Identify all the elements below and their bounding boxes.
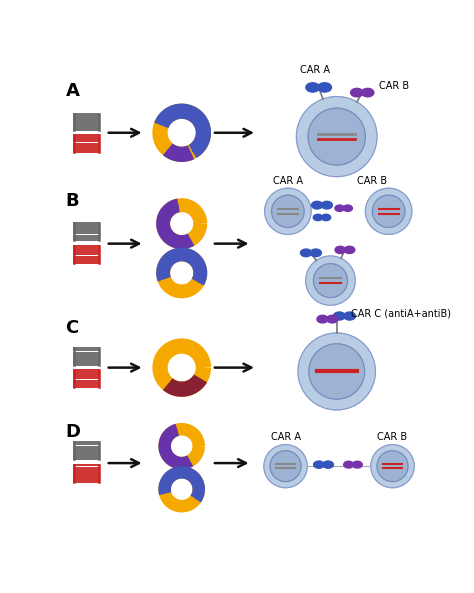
Circle shape	[270, 451, 301, 482]
Ellipse shape	[306, 83, 319, 92]
Ellipse shape	[333, 312, 345, 320]
Ellipse shape	[327, 315, 338, 323]
Text: CAR B: CAR B	[379, 81, 410, 91]
Ellipse shape	[318, 83, 331, 92]
Ellipse shape	[335, 205, 344, 211]
Ellipse shape	[321, 202, 332, 209]
Ellipse shape	[351, 88, 363, 97]
Circle shape	[371, 445, 414, 487]
Ellipse shape	[301, 249, 311, 257]
Ellipse shape	[344, 246, 355, 253]
Ellipse shape	[313, 214, 322, 221]
Ellipse shape	[362, 88, 374, 97]
Ellipse shape	[323, 461, 333, 468]
Ellipse shape	[311, 202, 323, 209]
Ellipse shape	[343, 205, 352, 211]
Ellipse shape	[335, 246, 346, 253]
Ellipse shape	[314, 461, 324, 468]
Circle shape	[298, 333, 375, 410]
Text: CAR A: CAR A	[271, 432, 301, 442]
Circle shape	[313, 264, 347, 298]
Circle shape	[309, 344, 365, 399]
Circle shape	[308, 108, 365, 165]
Ellipse shape	[352, 461, 362, 468]
Circle shape	[264, 445, 307, 487]
Text: CAR A: CAR A	[300, 65, 330, 75]
Ellipse shape	[317, 315, 328, 323]
Text: CAR B: CAR B	[377, 432, 408, 442]
Ellipse shape	[344, 461, 354, 468]
Text: CAR A: CAR A	[273, 176, 303, 186]
Text: B: B	[65, 192, 79, 210]
Text: A: A	[65, 82, 79, 100]
Text: CAR B: CAR B	[356, 176, 387, 186]
Text: D: D	[65, 423, 81, 441]
Circle shape	[365, 188, 412, 234]
Ellipse shape	[344, 312, 356, 320]
Circle shape	[377, 451, 408, 482]
Ellipse shape	[321, 214, 331, 221]
Ellipse shape	[310, 249, 321, 257]
Text: C: C	[65, 319, 79, 337]
Circle shape	[296, 97, 377, 177]
Text: CAR C (antiA+antiB): CAR C (antiA+antiB)	[351, 308, 451, 318]
Circle shape	[264, 188, 311, 234]
Circle shape	[373, 195, 405, 228]
Circle shape	[272, 195, 304, 228]
Circle shape	[306, 256, 356, 305]
